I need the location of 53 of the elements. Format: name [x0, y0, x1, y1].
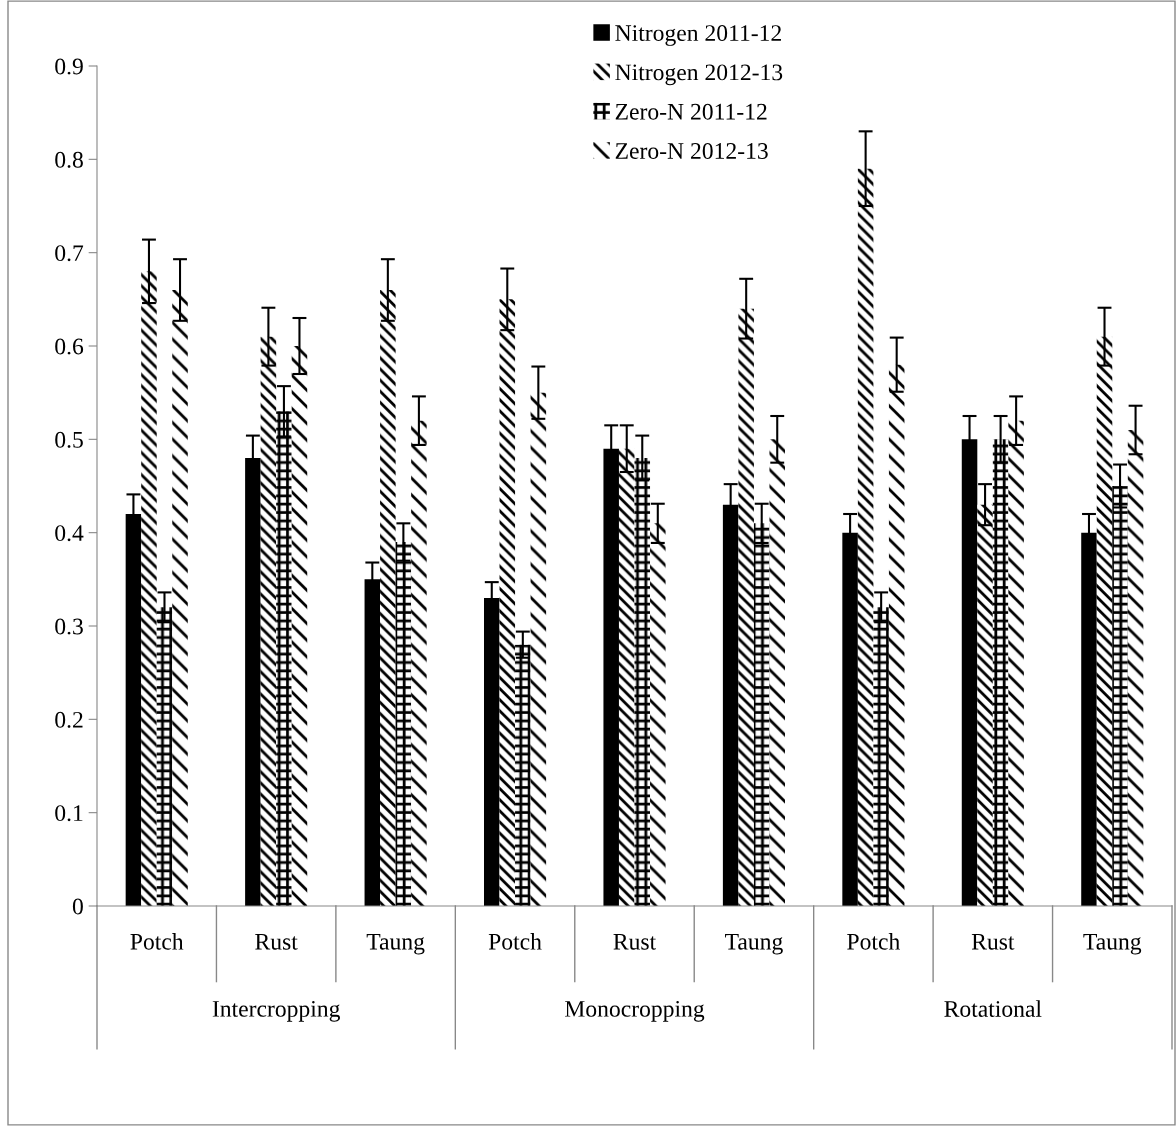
x-tick-label: Potch: [847, 933, 900, 950]
bar: [888, 364, 905, 906]
y-tick-label: 0.1: [55, 805, 83, 822]
bar: [992, 439, 1009, 906]
x-tick-label: Rust: [613, 934, 657, 950]
bar: [977, 504, 993, 906]
bar: [172, 290, 188, 906]
x-tick-label: Potch: [130, 933, 184, 950]
bar: [634, 458, 651, 906]
bar: [618, 448, 635, 906]
x-tick-label: Taung: [725, 933, 783, 955]
x-tick-label: Taung: [1083, 933, 1142, 955]
bar: [380, 290, 396, 906]
bar: [650, 523, 666, 906]
bar: [260, 336, 277, 906]
bar: [1112, 486, 1128, 906]
bar: [873, 607, 889, 906]
legend-label: Nitrogen 2011-12: [615, 25, 781, 46]
legend-label: Zero-N 2012-13: [615, 143, 768, 159]
bar: [738, 308, 754, 906]
text: Rotational: [944, 1000, 1042, 1017]
legend-label: Zero-N 2011-12: [615, 103, 767, 120]
y-tick-label: 0.6: [55, 338, 84, 355]
y-tick-label: 0.2: [55, 711, 83, 728]
x-tick-label: Rust: [971, 934, 1015, 950]
text: Monocropping: [565, 1000, 705, 1022]
y-tick-label: 0.8: [55, 151, 83, 168]
y-tick-label: 0.9: [55, 58, 83, 75]
x-tick-label: Potch: [488, 933, 542, 950]
bar: [753, 523, 770, 906]
bar: [857, 168, 874, 906]
legend-label: Nitrogen 2012-13: [615, 64, 783, 86]
y-tick-label: 0.5: [55, 431, 83, 448]
y-tick-label: 0.7: [55, 245, 84, 262]
bar: [276, 411, 292, 906]
y-tick-label: 0.3: [55, 618, 83, 635]
bar: [769, 439, 785, 906]
bar: [1008, 420, 1024, 906]
bar: [515, 644, 531, 906]
bar: [411, 420, 427, 906]
bar: [1096, 336, 1113, 906]
bar: [499, 299, 516, 906]
bar: [291, 346, 308, 906]
x-tick-label: Rust: [255, 934, 298, 950]
bar: [530, 392, 547, 906]
bar: [395, 542, 412, 906]
y-tick-label: 0: [72, 898, 83, 915]
bar: [141, 271, 157, 906]
x-tick-label: Taung: [366, 933, 425, 955]
y-tick-label: 0.4: [55, 525, 84, 542]
bar: [1127, 430, 1144, 906]
text: Intercropping: [212, 1000, 340, 1022]
bar: [156, 607, 173, 906]
